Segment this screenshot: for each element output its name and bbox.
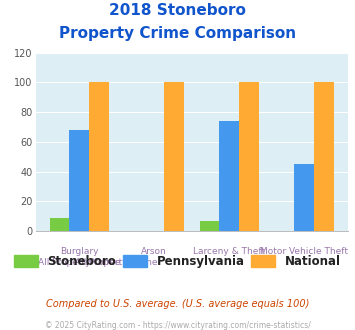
Bar [294,164,314,231]
Text: Compared to U.S. average. (U.S. average equals 100): Compared to U.S. average. (U.S. average … [46,299,309,309]
Text: Property Crime Comparison: Property Crime Comparison [59,26,296,41]
Bar [69,130,89,231]
Text: Motor Vehicle Theft: Motor Vehicle Theft [260,248,348,256]
Bar [50,218,69,231]
Bar [200,220,219,231]
Bar [164,82,184,231]
Text: All Property Crime: All Property Crime [75,258,158,267]
Bar [314,82,334,231]
Bar [89,82,109,231]
Text: Burglary: Burglary [60,248,98,256]
Bar [219,121,239,231]
Text: 2018 Stoneboro: 2018 Stoneboro [109,3,246,18]
Text: Larceny & Theft: Larceny & Theft [193,248,265,256]
Text: All Property Crime: All Property Crime [38,258,120,267]
Text: Arson: Arson [141,248,167,256]
Bar [239,82,259,231]
Text: © 2025 CityRating.com - https://www.cityrating.com/crime-statistics/: © 2025 CityRating.com - https://www.city… [45,321,310,330]
Legend: Stoneboro, Pennsylvania, National: Stoneboro, Pennsylvania, National [10,250,345,273]
